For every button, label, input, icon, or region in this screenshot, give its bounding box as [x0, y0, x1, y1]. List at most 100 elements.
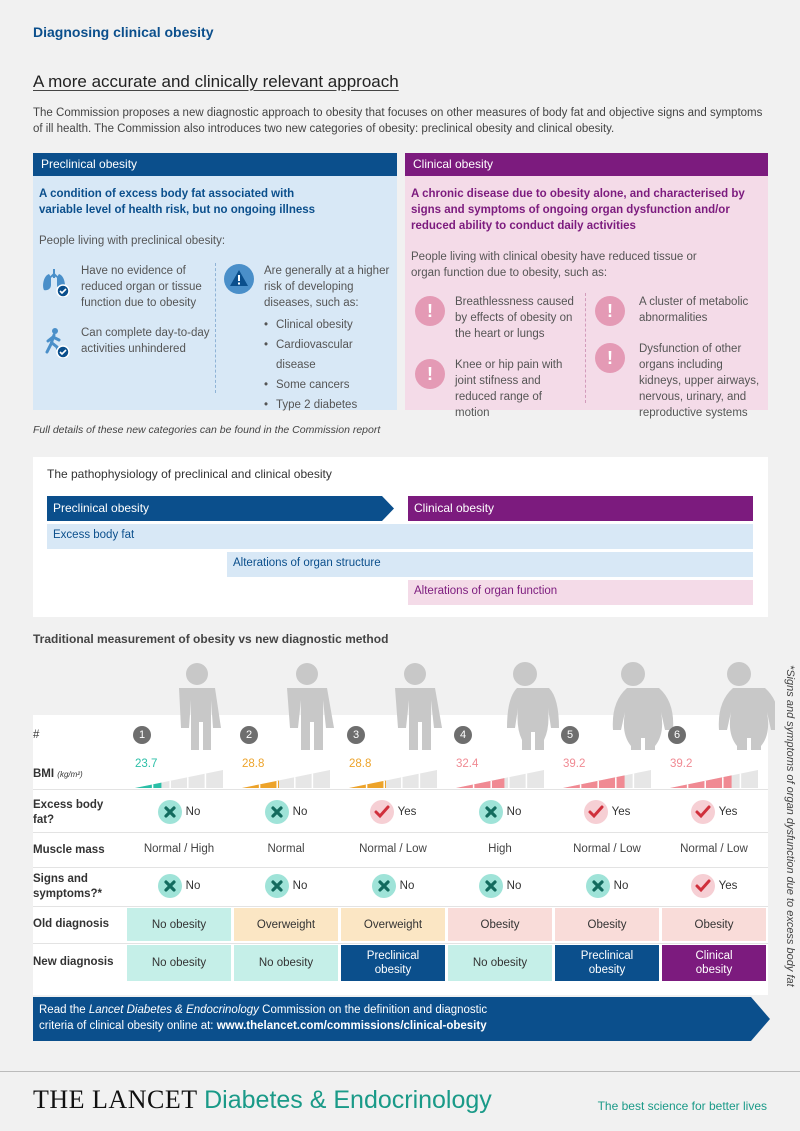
clinical-lead: People living with clinical obesity have… — [411, 251, 697, 279]
row-divider — [33, 943, 768, 944]
muscle-cell: Normal / High — [143, 843, 215, 855]
bmi-label: BMI — [33, 768, 55, 780]
fat-value: No — [292, 806, 308, 818]
bmi-gauge — [670, 770, 758, 788]
old-diagnosis-cell: Obesity — [448, 908, 552, 941]
row-label-bmi: BMI (kg/m²) — [33, 767, 83, 782]
fat-value: Yes — [397, 806, 417, 818]
preclinical-arrow-bar: Preclinical obesity — [47, 496, 394, 521]
preclinical-item-1: Have no evidence of reduced organ or tis… — [81, 265, 202, 309]
signs-value: No — [399, 880, 415, 892]
arrow-shape — [47, 496, 394, 521]
column-number: 3 — [347, 726, 365, 744]
page-kicker: Diagnosing clinical obesity — [33, 24, 214, 40]
new-diagnosis-cell: No obesity — [127, 945, 231, 981]
check-icon — [583, 800, 608, 824]
warning-icon: ! — [595, 296, 625, 326]
new-diagnosis-cell: No obesity — [448, 945, 552, 981]
bmi-value: 28.8 — [349, 758, 372, 770]
fat-cell: Yes — [341, 800, 445, 824]
cross-icon — [371, 874, 396, 898]
fat-value: No — [506, 806, 522, 818]
preclinical-lead: People living with preclinical obesity: — [39, 235, 226, 247]
bmi-value: 39.2 — [670, 758, 693, 770]
bar-excess-fat: Excess body fat — [47, 524, 753, 549]
fat-value: Yes — [718, 806, 738, 818]
bar-organ-function: Alterations of organ function — [408, 580, 753, 605]
muscle-cell: Normal / Low — [573, 843, 641, 855]
bmi-gauge — [242, 770, 330, 788]
walking-check-icon — [39, 326, 70, 359]
row-divider — [33, 789, 768, 790]
intro-paragraph: The Commission proposes a new diagnostic… — [33, 107, 763, 135]
column-number: 5 — [561, 726, 579, 744]
clinical-item-1: Breathlessness caused by effects of obes… — [455, 296, 574, 340]
row-label-old-diagnosis: Old diagnosis — [33, 918, 110, 930]
bmi-gauge-track — [135, 770, 223, 788]
commission-banner[interactable]: Read the Lancet Diabetes & Endocrinology… — [33, 997, 770, 1041]
signs-cell: No — [341, 874, 445, 898]
banner-arrow-shape — [33, 997, 770, 1041]
new-diagnosis-cell: No obesity — [234, 945, 338, 981]
fat-value: Yes — [611, 806, 631, 818]
warning-icon: ! — [415, 296, 445, 326]
cross-icon — [264, 874, 289, 898]
clinical-definition: A chronic disease due to obesity alone, … — [411, 188, 745, 232]
body-silhouettes — [179, 662, 775, 750]
muscle-cell: Normal — [267, 843, 305, 855]
row-divider — [33, 832, 768, 833]
silhouette-3 — [395, 663, 442, 750]
bmi-gauge — [456, 770, 544, 788]
clinical-panel: Clinical obesity A chronic disease due t… — [405, 153, 768, 419]
clinical-panel-title: Clinical obesity — [405, 153, 768, 176]
fat-cell: Yes — [662, 800, 766, 824]
bmi-value: 32.4 — [456, 758, 479, 770]
risk-bullet: Clinical obesity — [264, 315, 394, 335]
lungs-check-icon — [39, 265, 70, 298]
bmi-gauge-fill — [456, 778, 505, 788]
silhouette-2 — [287, 663, 334, 750]
signs-value: No — [185, 880, 201, 892]
bmi-gauge — [349, 770, 437, 788]
brand-name: THE LANCET — [33, 1085, 198, 1114]
patho-preclinical-label: Preclinical obesity — [53, 501, 150, 515]
muscle-cell: Normal / Low — [359, 843, 427, 855]
preclinical-panel: Preclinical obesity A condition of exces… — [33, 153, 397, 415]
bmi-value: 28.8 — [242, 758, 265, 770]
row-label-signs: Signs and symptoms?* — [33, 873, 103, 900]
row-divider — [33, 906, 768, 907]
preclinical-definition: A condition of excess body fat associate… — [39, 188, 316, 216]
clinical-item-3: A cluster of metabolic abnormalities — [639, 296, 749, 324]
signs-cell: No — [448, 874, 552, 898]
check-icon — [690, 874, 715, 898]
banner-text: Read the Lancet Diabetes & Endocrinology… — [39, 1002, 519, 1034]
row-divider — [33, 867, 768, 868]
row-label-new-diagnosis: New diagnosis — [33, 956, 114, 968]
silhouette-5 — [607, 662, 674, 750]
bmi-gauge-fill — [242, 780, 279, 788]
brand-subtitle: Diabetes & Endocrinology — [204, 1086, 492, 1114]
new-diagnosis-cell: Clinical obesity — [662, 945, 766, 981]
banner-text-pre: Read the — [39, 1004, 89, 1016]
bmi-gauge-track — [242, 770, 330, 788]
signs-cell: No — [555, 874, 659, 898]
old-diagnosis-cell: No obesity — [127, 908, 231, 941]
preclinical-divider — [215, 263, 216, 393]
lancet-logo: THE LANCET Diabetes & Endocrinology — [33, 1085, 492, 1115]
risk-bullet: Cardiovascular disease — [264, 335, 394, 375]
silhouette-6 — [713, 662, 775, 750]
page-title: A more accurate and clinically relevant … — [33, 72, 399, 91]
muscle-cell: High — [488, 843, 512, 855]
clinical-bar: Clinical obesity — [408, 496, 753, 521]
fat-cell: No — [448, 800, 552, 824]
bmi-gauge — [135, 770, 223, 788]
clinical-item-2: Knee or hip pain with joint stifness and… — [455, 359, 563, 419]
cross-icon — [478, 800, 503, 824]
row-label-muscle: Muscle mass — [33, 844, 105, 856]
banner-journal: Lancet Diabetes & Endocrinology — [88, 1004, 259, 1016]
banner-url-link[interactable]: www.thelancet.com/commissions/clinical-o… — [216, 1020, 487, 1032]
measurement-title: Traditional measurement of obesity vs ne… — [33, 632, 389, 646]
bmi-gauge-track — [349, 770, 437, 788]
clinical-item-4: Dysfunction of other organs including ki… — [639, 343, 760, 419]
bmi-gauge-track — [456, 770, 544, 788]
